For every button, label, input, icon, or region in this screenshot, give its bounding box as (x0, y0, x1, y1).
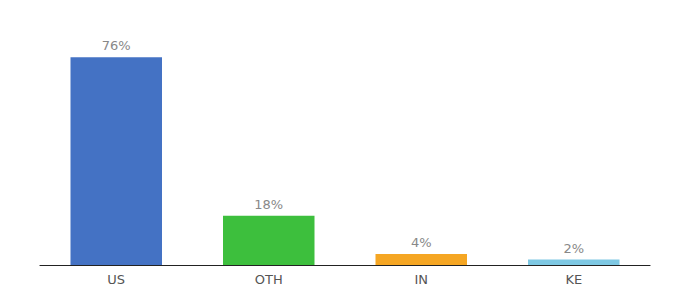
svg-text:18%: 18% (254, 197, 283, 212)
svg-text:KE: KE (565, 272, 582, 287)
svg-text:2%: 2% (563, 241, 584, 256)
svg-text:US: US (107, 272, 125, 287)
svg-text:4%: 4% (411, 235, 432, 250)
svg-text:IN: IN (414, 272, 428, 287)
svg-text:76%: 76% (102, 38, 131, 53)
svg-text:OTH: OTH (255, 272, 283, 287)
